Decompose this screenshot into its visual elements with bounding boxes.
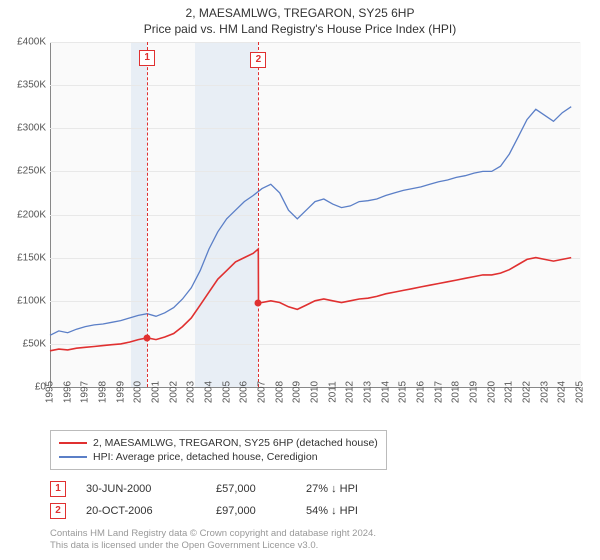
x-tick-label: 1996: [62, 381, 73, 403]
x-tick-label: 2015: [398, 381, 409, 403]
x-tick-label: 2005: [221, 381, 232, 403]
chart-lines: [50, 42, 580, 387]
sale-row: 2 20-OCT-2006 £97,000 54% ↓ HPI: [50, 500, 396, 522]
sale-row-pct: 27% ↓ HPI: [306, 483, 396, 495]
y-tick-label: £200K: [0, 209, 46, 220]
attribution-line1: Contains HM Land Registry data © Crown c…: [50, 528, 376, 540]
y-tick-label: £400K: [0, 37, 46, 48]
sale-row-price: £97,000: [216, 505, 286, 517]
series-property_price: [50, 249, 571, 351]
sale-marker-dot: [255, 300, 262, 307]
y-tick-label: £250K: [0, 166, 46, 177]
x-tick-label: 2008: [274, 381, 285, 403]
series-hpi: [50, 107, 571, 336]
sale-marker-line: [258, 42, 259, 387]
sale-row-date: 30-JUN-2000: [86, 483, 196, 495]
sale-row: 1 30-JUN-2000 £57,000 27% ↓ HPI: [50, 478, 396, 500]
x-tick-label: 1999: [115, 381, 126, 403]
x-tick-label: 1997: [80, 381, 91, 403]
x-tick-label: 2024: [557, 381, 568, 403]
x-tick-label: 1995: [45, 381, 56, 403]
sale-row-date: 20-OCT-2006: [86, 505, 196, 517]
x-tick-label: 2025: [575, 381, 586, 403]
legend-swatch: [59, 442, 87, 444]
sale-marker-dot: [144, 334, 151, 341]
x-tick-label: 2018: [451, 381, 462, 403]
chart-title-line2: Price paid vs. HM Land Registry's House …: [0, 20, 600, 40]
y-tick-label: £50K: [0, 338, 46, 349]
sale-row-pct: 54% ↓ HPI: [306, 505, 396, 517]
chart-title-line1: 2, MAESAMLWG, TREGARON, SY25 6HP: [0, 0, 600, 20]
x-tick-label: 2022: [522, 381, 533, 403]
x-tick-label: 2021: [504, 381, 515, 403]
x-tick-label: 2023: [539, 381, 550, 403]
x-tick-label: 2017: [433, 381, 444, 403]
x-tick-label: 2001: [151, 381, 162, 403]
legend-swatch: [59, 456, 87, 458]
x-tick-label: 1998: [98, 381, 109, 403]
x-tick-label: 2004: [204, 381, 215, 403]
sale-marker-box: 1: [139, 50, 155, 66]
x-tick-label: 2010: [310, 381, 321, 403]
y-tick-label: £350K: [0, 80, 46, 91]
sale-row-marker: 1: [50, 481, 66, 497]
x-tick-label: 2011: [327, 381, 338, 403]
chart-legend: 2, MAESAMLWG, TREGARON, SY25 6HP (detach…: [50, 430, 387, 470]
x-tick-label: 2012: [345, 381, 356, 403]
y-tick-label: £0: [0, 382, 46, 393]
y-tick-label: £300K: [0, 123, 46, 134]
x-tick-label: 2007: [257, 381, 268, 403]
sales-table: 1 30-JUN-2000 £57,000 27% ↓ HPI 2 20-OCT-2006…: [50, 478, 396, 522]
chart-area: 12 £0£50K£100K£150K£200K£250K£300K£350K£…: [50, 42, 580, 387]
sale-row-marker: 2: [50, 503, 66, 519]
legend-label: HPI: Average price, detached house, Cere…: [93, 451, 318, 463]
attribution: Contains HM Land Registry data © Crown c…: [50, 528, 376, 553]
x-tick-label: 2019: [469, 381, 480, 403]
x-tick-label: 2002: [168, 381, 179, 403]
sale-row-price: £57,000: [216, 483, 286, 495]
x-tick-label: 2000: [133, 381, 144, 403]
x-tick-label: 2006: [239, 381, 250, 403]
legend-label: 2, MAESAMLWG, TREGARON, SY25 6HP (detach…: [93, 437, 378, 449]
x-tick-label: 2016: [416, 381, 427, 403]
x-tick-label: 2003: [186, 381, 197, 403]
sale-marker-box: 2: [250, 52, 266, 68]
y-tick-label: £100K: [0, 295, 46, 306]
x-tick-label: 2014: [380, 381, 391, 403]
attribution-line2: This data is licensed under the Open Gov…: [50, 540, 376, 552]
y-tick-label: £150K: [0, 252, 46, 263]
x-tick-label: 2020: [486, 381, 497, 403]
legend-row: HPI: Average price, detached house, Cere…: [59, 450, 378, 464]
x-tick-label: 2009: [292, 381, 303, 403]
legend-row: 2, MAESAMLWG, TREGARON, SY25 6HP (detach…: [59, 436, 378, 450]
x-tick-label: 2013: [363, 381, 374, 403]
